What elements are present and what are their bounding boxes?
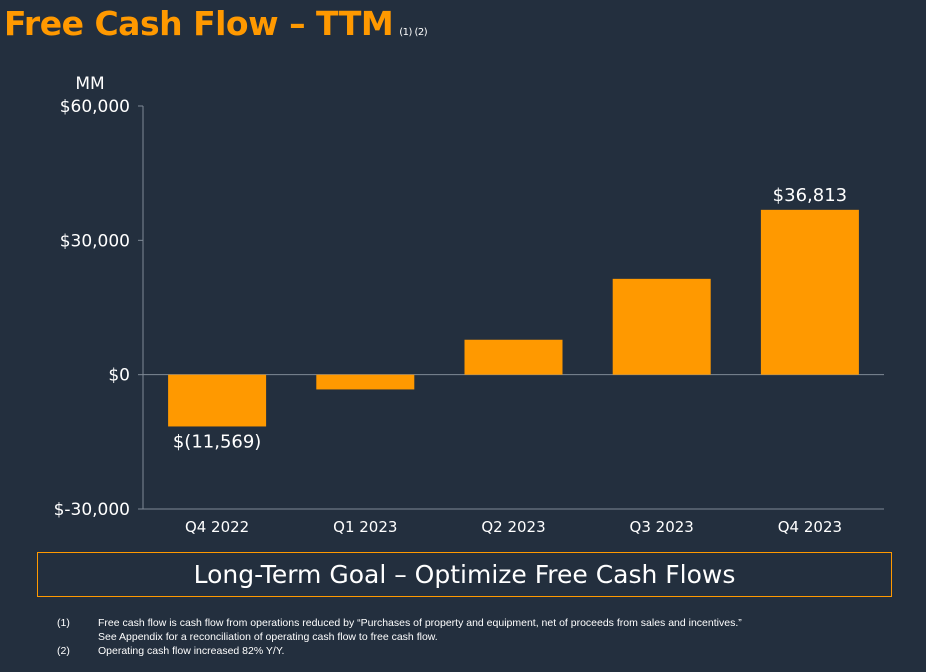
footnotes: (1) Free cash flow is cash flow from oper… (57, 616, 742, 658)
title-text: Free Cash Flow – TTM (4, 4, 394, 43)
bar-q4-2023 (760, 209, 859, 375)
y-axis-unit-label: MM (75, 74, 104, 94)
footnote-line: Free cash flow is cash flow from operati… (98, 617, 742, 629)
footnote-number: (2) (57, 645, 70, 657)
footnote-number: (1) (57, 617, 70, 629)
title-footnote-refs: (1) (2) (399, 27, 428, 38)
y-tick-label: $30,000 (60, 231, 130, 251)
footnote-line: Operating cash flow increased 82% Y/Y. (98, 645, 285, 657)
goal-banner: Long-Term Goal – Optimize Free Cash Flow… (37, 552, 892, 597)
y-tick-label: $-30,000 (54, 500, 130, 520)
data-label: $36,813 (773, 185, 847, 206)
data-label: $(11,569) (173, 431, 261, 452)
footnote-line: See Appendix for a reconciliation of ope… (98, 631, 438, 643)
y-tick-label: $60,000 (60, 97, 130, 117)
x-tick-label: Q4 2023 (778, 518, 842, 536)
bar-q4-2022 (168, 374, 267, 427)
x-tick-label: Q1 2023 (333, 518, 397, 536)
x-tick-label: Q4 2022 (185, 518, 249, 536)
y-tick-label: $0 (108, 366, 130, 386)
x-tick-label: Q3 2023 (630, 518, 694, 536)
bar-q1-2023 (316, 374, 415, 390)
fcf-bar-chart: MM $-30,000 $0 $30,000 $60,000 Q4 2022 $(11,56… (54, 74, 884, 536)
bar-q3-2023 (612, 278, 711, 375)
footnote-1: (1) Free cash flow is cash flow from oper… (57, 616, 742, 644)
page-title: Free Cash Flow – TTM (1) (2) (4, 4, 428, 43)
x-tick-label: Q2 2023 (481, 518, 545, 536)
bar-q2-2023 (464, 339, 563, 375)
footnote-2: (2) Operating cash flow increased 82% Y/Y… (57, 644, 742, 658)
